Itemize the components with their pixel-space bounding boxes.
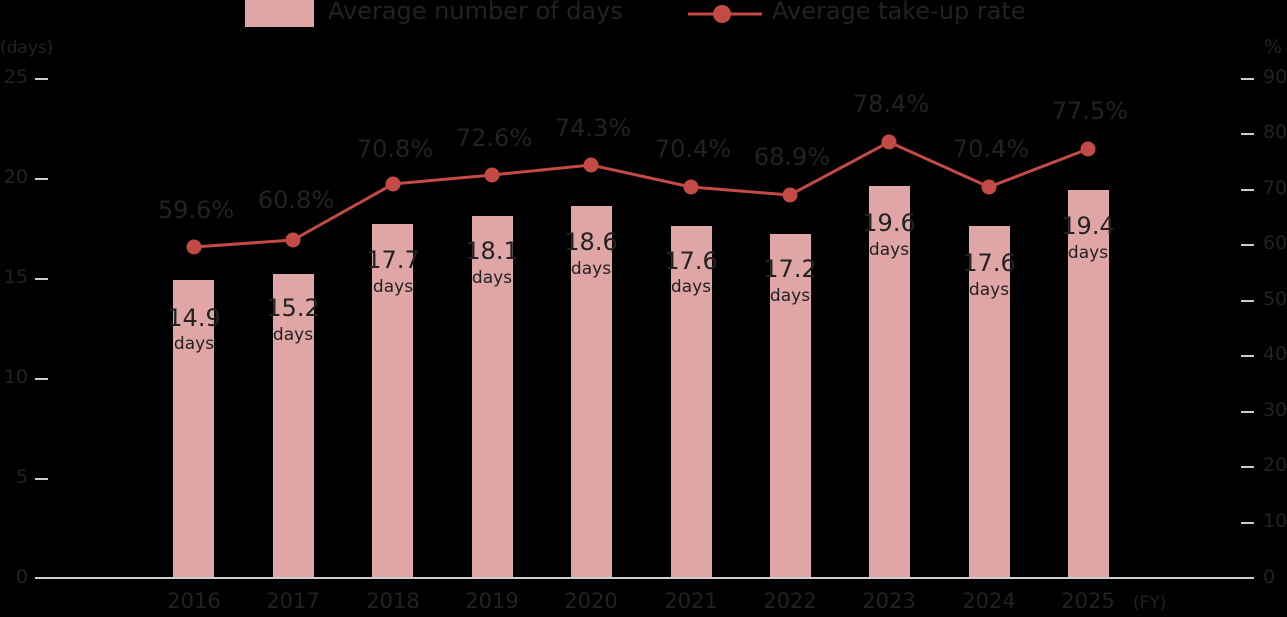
left-tick-label: 15 — [3, 266, 28, 288]
bar-unit: days — [173, 334, 215, 354]
rate-label: 70.4% — [654, 135, 732, 163]
bar-value: 14.9 — [167, 304, 221, 332]
rate-label: 60.8% — [257, 186, 335, 214]
x-axis-unit: (FY) — [1133, 593, 1167, 613]
left-tick — [35, 78, 48, 80]
right-tick-label: 10 — [1263, 510, 1287, 532]
bar-2018 — [372, 224, 413, 578]
right-tick-label: 40 — [1263, 343, 1287, 365]
bar-unit: days — [372, 277, 414, 297]
bar-value: 17.7 — [366, 246, 420, 274]
legend-line-label: Average take-up rate — [772, 0, 1026, 25]
right-tick — [1241, 300, 1254, 302]
bar-value: 18.6 — [564, 228, 618, 256]
right-tick-label: 80 — [1263, 121, 1287, 143]
bar-unit: days — [1067, 243, 1109, 263]
x-tick-label: 2016 — [167, 589, 221, 613]
rate-label: 59.6% — [157, 196, 235, 224]
x-tick-label: 2021 — [664, 589, 718, 613]
bar-value: 15.2 — [266, 294, 320, 322]
bar-2021 — [671, 226, 712, 578]
x-tick-label: 2024 — [962, 589, 1016, 613]
left-tick-label: 0 — [15, 566, 28, 588]
right-tick-label: 0 — [1263, 566, 1276, 588]
left-tick-label: 25 — [3, 66, 28, 88]
left-axis-title: (days) — [0, 38, 54, 58]
right-tick-label: 90 — [1263, 66, 1287, 88]
rate-label: 74.3% — [554, 114, 632, 142]
x-tick-label: 2019 — [465, 589, 519, 613]
left-tick-label: 10 — [3, 366, 28, 388]
right-tick — [1241, 466, 1254, 468]
right-tick-label: 50 — [1263, 288, 1287, 310]
left-tick-label: 5 — [15, 466, 28, 488]
right-tick — [1241, 355, 1254, 357]
bar-2024 — [969, 226, 1010, 578]
bar-unit: days — [272, 325, 314, 345]
right-tick-label: 60 — [1263, 232, 1287, 254]
right-tick — [1241, 133, 1254, 135]
left-tick — [35, 478, 48, 480]
bar-2023 — [869, 186, 910, 578]
x-tick-label: 2017 — [266, 589, 320, 613]
x-tick-label: 2025 — [1061, 589, 1115, 613]
bar-unit: days — [769, 286, 811, 306]
bar-value: 19.4 — [1061, 212, 1115, 240]
bar-2020 — [571, 206, 612, 578]
bar-value: 17.2 — [763, 255, 817, 283]
right-tick-label: 30 — [1263, 399, 1287, 421]
left-tick — [35, 378, 48, 380]
rate-label: 77.5% — [1051, 97, 1129, 125]
bar-value: 19.6 — [862, 209, 916, 237]
rate-label: 72.6% — [455, 124, 533, 152]
right-tick — [1241, 411, 1254, 413]
bar-value: 17.6 — [664, 247, 718, 275]
bar-unit: days — [670, 277, 712, 297]
bar-unit: days — [968, 280, 1010, 300]
bar-2019 — [472, 216, 513, 578]
bar-2022 — [770, 234, 811, 578]
x-tick-label: 2023 — [862, 589, 916, 613]
bar-2017 — [273, 274, 314, 578]
right-tick-label: 20 — [1263, 454, 1287, 476]
bar-unit: days — [471, 268, 513, 288]
right-tick — [1241, 522, 1254, 524]
x-tick-label: 2018 — [366, 589, 420, 613]
rate-label: 70.8% — [356, 135, 434, 163]
legend-bar-swatch — [245, 0, 314, 27]
bar-value: 18.1 — [465, 237, 519, 265]
bar-2016 — [173, 280, 214, 578]
right-tick — [1241, 189, 1254, 191]
right-tick — [1241, 78, 1254, 80]
bar-unit: days — [868, 240, 910, 260]
legend-bar-label: Average number of days — [328, 0, 623, 25]
rate-label: 78.4% — [852, 90, 930, 118]
right-tick — [1241, 244, 1254, 246]
left-tick-label: 20 — [3, 166, 28, 188]
bar-value: 17.6 — [962, 249, 1016, 277]
x-tick-label: 2020 — [564, 589, 618, 613]
left-tick — [35, 278, 48, 280]
left-tick — [35, 178, 48, 180]
legend-line-marker-icon — [688, 5, 762, 23]
rate-label: 70.4% — [952, 135, 1030, 163]
bar-unit: days — [570, 259, 612, 279]
rate-label: 68.9% — [753, 143, 831, 171]
x-tick-label: 2022 — [763, 589, 817, 613]
bar-2025 — [1068, 190, 1109, 578]
right-tick-label: 70 — [1263, 177, 1287, 199]
right-axis-title: % — [1264, 36, 1283, 58]
x-axis-baseline — [35, 577, 1254, 579]
